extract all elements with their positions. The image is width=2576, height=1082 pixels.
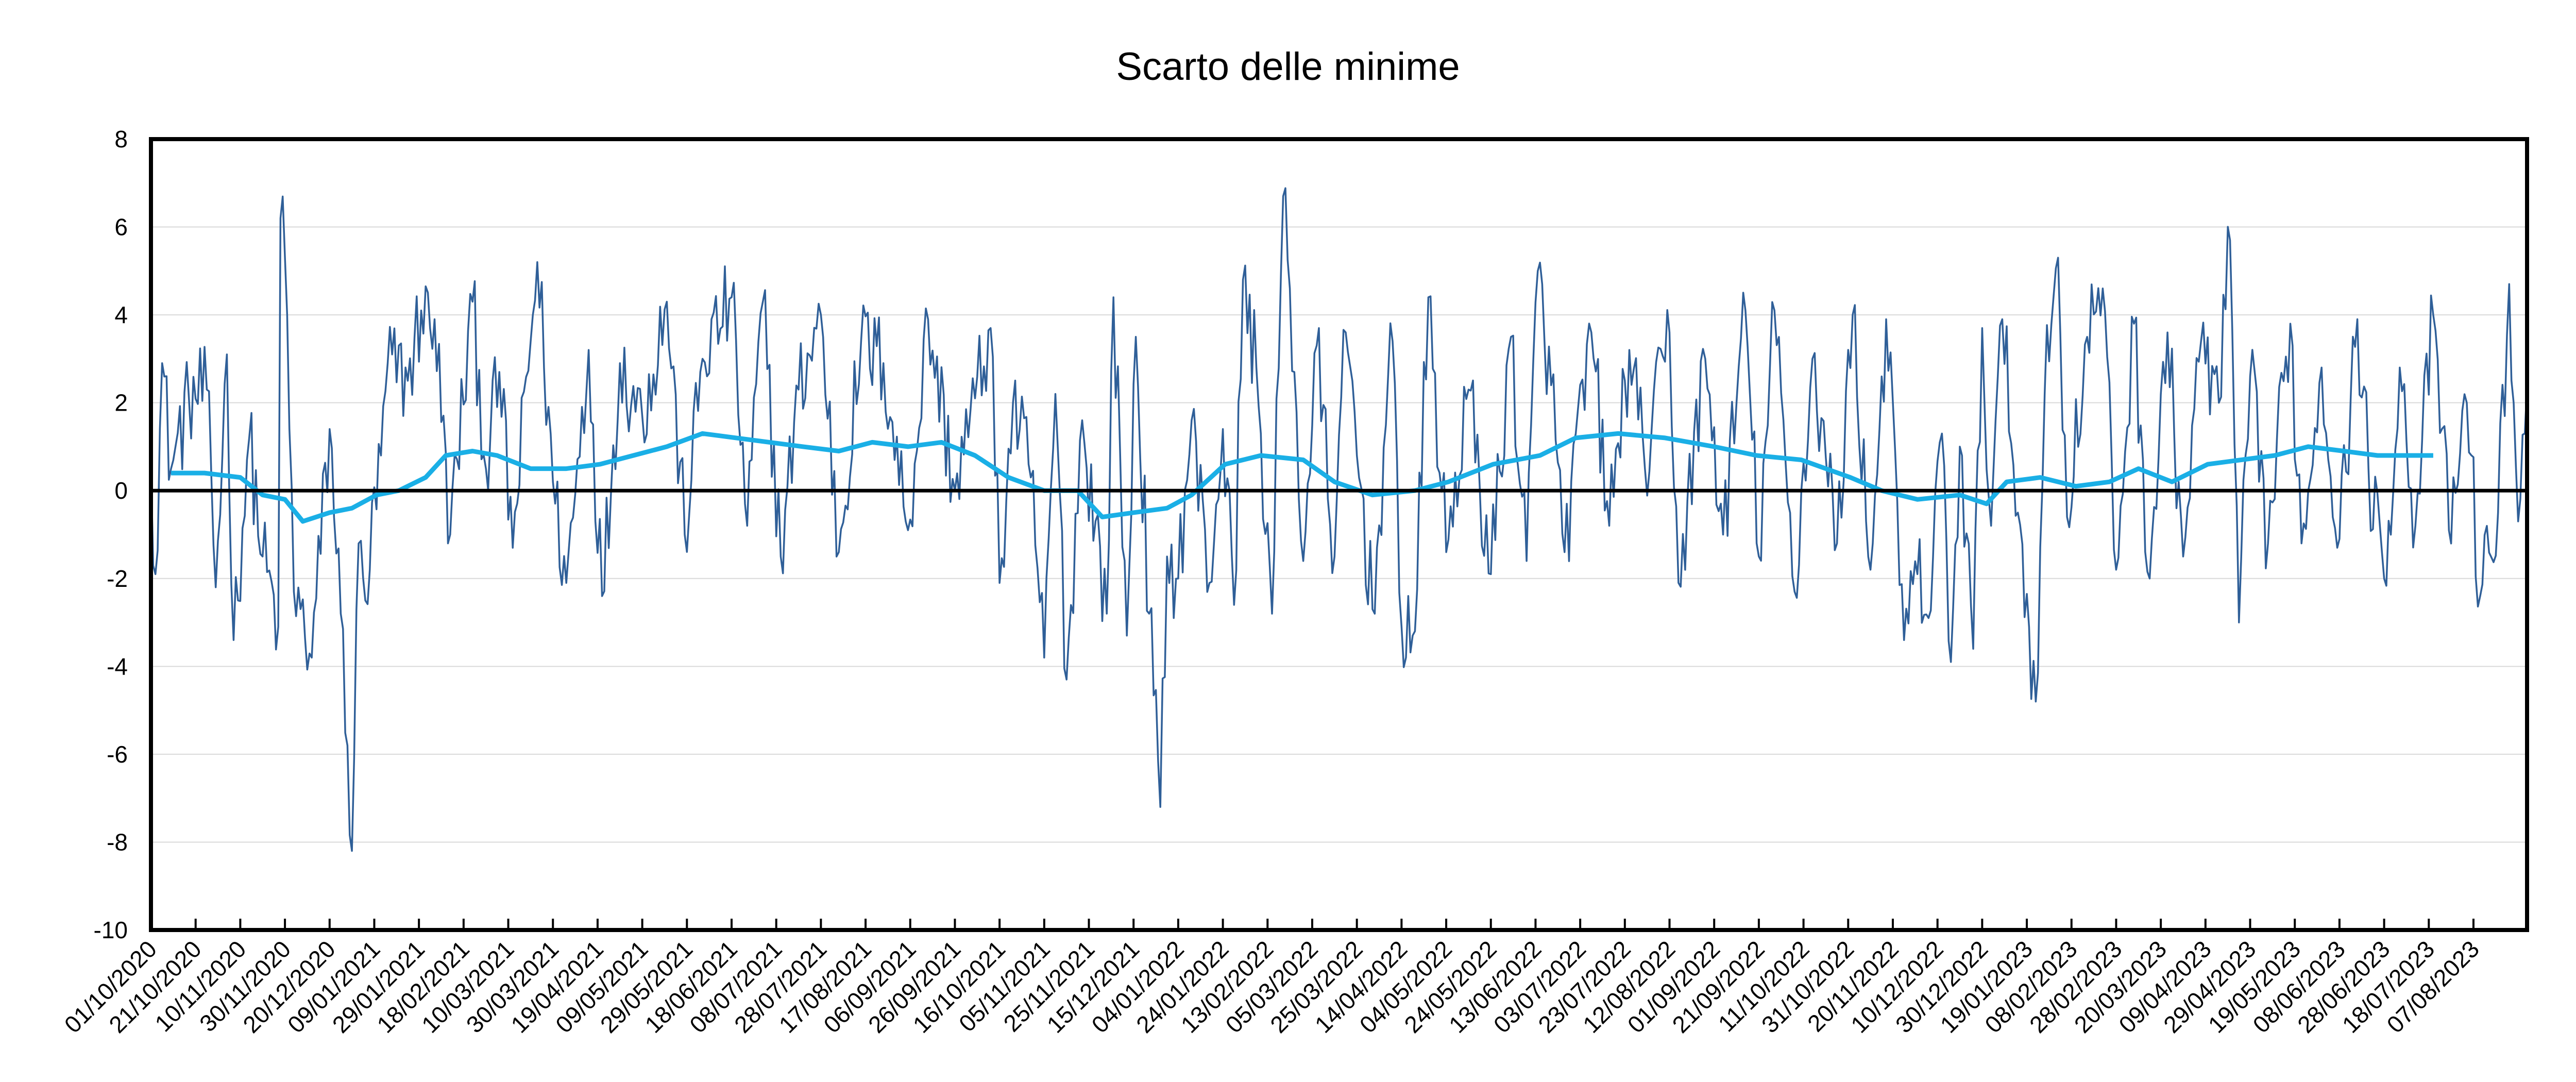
axes	[149, 137, 2529, 932]
y-tick-label: 0	[114, 477, 128, 504]
series-layer	[150, 187, 2528, 852]
series-line-moving-average	[171, 431, 2433, 524]
gridlines	[151, 226, 2527, 843]
y-tick-label: -2	[107, 565, 128, 592]
y-tick-label: 6	[114, 214, 128, 241]
y-tick-label: 4	[114, 301, 128, 328]
y-tick-label: -10	[94, 917, 128, 943]
plot-frame	[149, 137, 2529, 932]
chart-title: Scarto delle minime	[1116, 45, 1460, 89]
series-line-daily	[150, 187, 2528, 852]
y-tick-label: 2	[114, 390, 128, 416]
y-tick-label: -8	[107, 829, 128, 855]
y-tick-label: -4	[107, 653, 128, 680]
y-tick-label: 8	[114, 126, 128, 153]
y-tick-labels: -10 -8 -6 -4 -2 0 2 4 6 8	[94, 126, 128, 943]
x-tick-labels: 01/10/202021/10/202010/11/202030/11/2020…	[59, 935, 2485, 1038]
y-tick-label: -6	[107, 741, 128, 768]
